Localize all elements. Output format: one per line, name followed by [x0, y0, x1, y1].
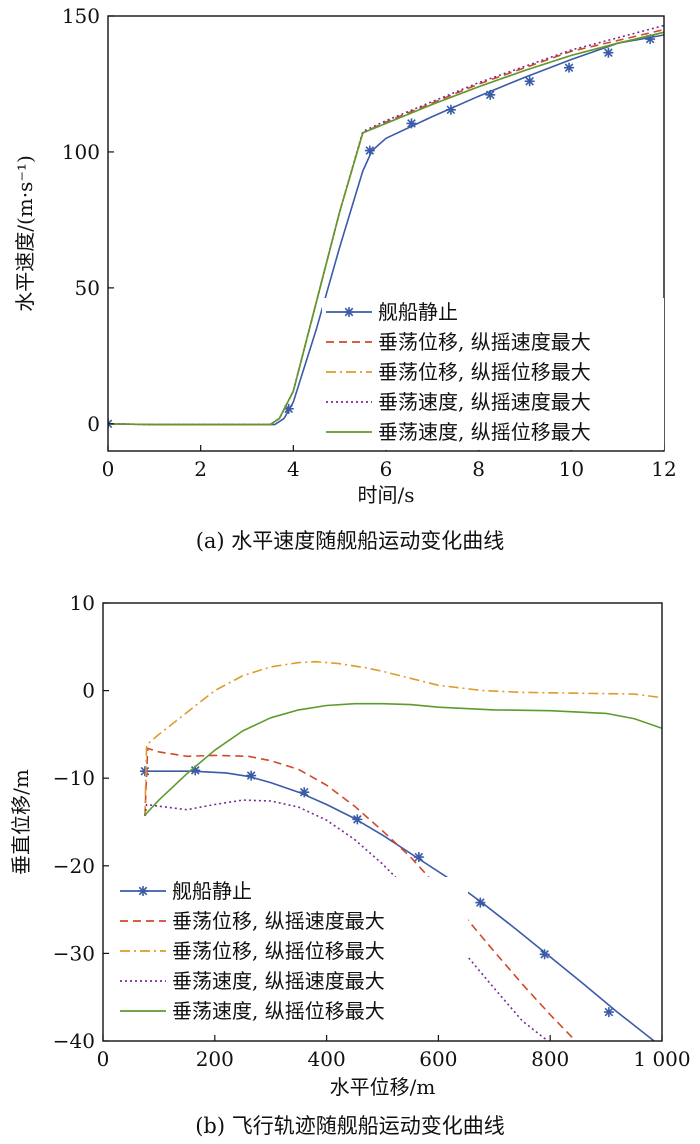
data-point-marker: [299, 787, 310, 798]
legend-label-0: 舰船静止: [172, 879, 252, 903]
data-point-marker: [139, 766, 150, 777]
x-tick-label: 1 000: [633, 1047, 690, 1071]
series-line-2: [144, 660, 662, 816]
x-tick-label: 400: [308, 1047, 346, 1071]
x-tick-label: 200: [196, 1047, 234, 1071]
series-group: [139, 660, 662, 1041]
y-tick-label: −20: [53, 854, 95, 878]
legend-label-2: 垂荡位移, 纵摇位移最大: [172, 939, 385, 963]
legend-label-4: 垂荡速度, 纵摇位移最大: [378, 420, 591, 444]
legend-label-4: 垂荡速度, 纵摇位移最大: [172, 999, 385, 1023]
legend-label-2: 垂荡位移, 纵摇位移最大: [378, 360, 591, 384]
x-tick-label: 0: [97, 1047, 110, 1071]
data-point-marker: [352, 814, 363, 825]
chart-caption: (b) 飞行轨迹随舰船运动变化曲线: [195, 1114, 505, 1138]
data-point-marker: [445, 104, 456, 115]
y-axis-label: 垂直位移/m: [9, 769, 33, 875]
legend-label-1: 垂荡位移, 纵摇速度最大: [378, 330, 591, 354]
x-tick-label: 12: [651, 457, 676, 481]
legend-marker: [344, 307, 354, 317]
y-tick-label: 10: [70, 591, 95, 615]
data-point-marker: [645, 34, 656, 45]
y-tick-label: 100: [62, 140, 100, 164]
series-line-4: [108, 31, 664, 426]
series-line-1: [144, 747, 577, 1041]
y-tick-label: −30: [53, 941, 95, 965]
chart-caption: (a) 水平速度随舰船运动变化曲线: [196, 529, 505, 553]
data-point-marker: [539, 949, 550, 960]
series-line-0: [144, 770, 656, 1041]
data-point-marker: [485, 89, 496, 100]
legend-label-1: 垂荡位移, 纵摇速度最大: [172, 909, 385, 933]
x-tick-label: 4: [287, 457, 300, 481]
data-point-marker: [246, 770, 257, 781]
data-point-marker: [406, 118, 417, 129]
data-point-marker: [283, 403, 294, 414]
data-point-marker: [413, 852, 424, 863]
x-tick-label: 600: [419, 1047, 457, 1071]
x-tick-label: 800: [531, 1047, 569, 1071]
data-point-marker: [603, 47, 614, 58]
y-tick-label: 0: [82, 679, 95, 703]
chart-panel-b: 0 200 400 600 800 1 000 −40 −30 −20 −10 0 10 水平位移/m 垂…: [9, 591, 691, 1138]
data-point-marker: [564, 62, 575, 73]
x-tick-label: 0: [102, 457, 115, 481]
data-point-marker: [524, 76, 535, 87]
chart-panel-a: 0 2 4 6 8 10 12 0 50 100 150 时间/s 水平速度/(m·s⁻¹) (a) 水平…: [13, 4, 677, 553]
legend-label-3: 垂荡速度, 纵摇速度最大: [172, 969, 385, 993]
x-tick-label: 8: [472, 457, 485, 481]
x-axis-label: 时间/s: [357, 483, 414, 507]
legend-marker: [138, 886, 148, 896]
y-axis-label: 水平速度/(m·s⁻¹): [13, 155, 37, 312]
data-point-marker: [475, 897, 486, 908]
legend-box: [322, 298, 664, 450]
y-tick-label: 150: [62, 4, 100, 28]
x-tick-label: 6: [380, 457, 393, 481]
x-tick-label: 10: [559, 457, 584, 481]
series-line-4: [144, 702, 662, 817]
legend-box: [116, 877, 468, 1029]
data-point-marker: [364, 145, 375, 156]
y-tick-label: −40: [53, 1029, 95, 1053]
data-point-marker: [190, 765, 201, 776]
legend-label-0: 舰船静止: [378, 300, 458, 324]
y-tick-label: 50: [75, 276, 100, 300]
plot-frame: [102, 602, 663, 1042]
series-line-3: [144, 799, 550, 1041]
data-point-marker: [603, 1007, 614, 1018]
legend-label-3: 垂荡速度, 纵摇速度最大: [378, 390, 591, 414]
x-axis-label: 水平位移/m: [330, 1075, 436, 1099]
series-group: [108, 24, 664, 429]
x-tick-label: 2: [194, 457, 207, 481]
y-tick-label: 0: [87, 412, 100, 436]
y-tick-label: −10: [53, 766, 95, 790]
